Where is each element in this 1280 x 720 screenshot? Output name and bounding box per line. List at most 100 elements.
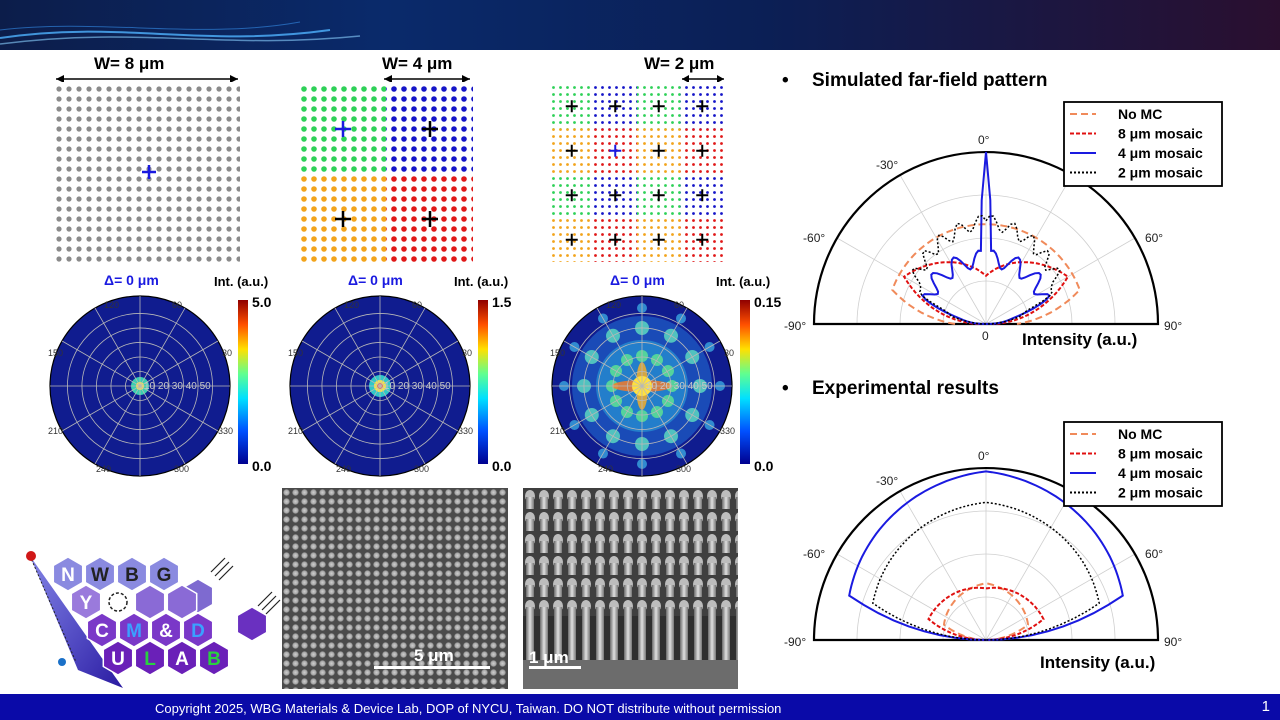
colorbar-min-label: 0.0	[754, 458, 774, 474]
curve-8um	[902, 261, 1070, 325]
logo-letter: U	[111, 649, 125, 670]
legend-entry: 4 μm mosaic	[1118, 465, 1203, 481]
intensity-axis-label: Intensity (a.u.)	[1040, 653, 1155, 672]
farfield-polar-graphic: 0°-30°30°-60°60°-90°90°Intensity (a.u.)N…	[784, 421, 1223, 672]
center-cross-mark	[696, 189, 709, 202]
curve-4um	[848, 470, 1124, 641]
logo-letter: D	[191, 621, 205, 642]
curve-2um	[871, 501, 1101, 641]
polar-map-graphic: 10 20 30 40 50 120 60 150 30 210 330 240 300	[550, 295, 750, 477]
angle-tick-label: 330	[720, 426, 735, 436]
logo-letter: M	[126, 621, 142, 642]
center-cross-mark	[652, 233, 665, 246]
pattern-w8	[54, 84, 240, 262]
legend-entry: 4 μm mosaic	[1118, 145, 1203, 161]
simulated-farfield-plot: •Simulated far-field pattern0°-30°30°-60…	[770, 70, 1270, 370]
polar-map-2: Δ= 0 μm Int. (a.u.) 10 20 30 40 50 120 60 150…	[286, 272, 526, 482]
w4-dimension: W= 4 μm	[380, 54, 475, 82]
center-cross-mark	[652, 144, 665, 157]
radial-zero-label: 0	[982, 329, 989, 343]
angle-tick-label: 150	[550, 348, 565, 358]
logo-hexagon	[150, 612, 182, 648]
angle-label: 0°	[978, 133, 990, 147]
delta-label: Δ= 0 μm	[610, 272, 665, 288]
logo-hexagon	[166, 640, 198, 676]
angle-label: 90°	[1164, 635, 1182, 649]
copyright-text: Copyright 2025, WBG Materials & Device L…	[155, 701, 782, 716]
angle-tick-label: 30	[222, 348, 232, 358]
pattern-w8-dots	[54, 84, 240, 262]
logo-letter: W	[91, 565, 109, 586]
angle-tick-label: 300	[414, 464, 429, 474]
intensity-axis-label: Intensity (a.u.)	[1022, 330, 1137, 349]
experimental-title: Experimental results	[812, 378, 999, 399]
bullet-icon: •	[782, 70, 789, 91]
logo-letter: N	[61, 565, 75, 586]
int-label: Int. (a.u.)	[454, 274, 509, 289]
colorbar-min-label: 0.0	[492, 458, 512, 474]
curve-8um	[927, 586, 1045, 641]
w2-dimension: W= 2 μm	[644, 54, 728, 82]
colorbar-min-label: 0.0	[252, 458, 272, 474]
center-cross-mark	[609, 233, 622, 246]
angle-tick-label: 300	[174, 464, 189, 474]
logo-hexagon	[182, 612, 214, 648]
colorbar-max-label: 5.0	[252, 294, 272, 310]
logo-hexagon	[102, 584, 134, 620]
polar-map-3: Δ= 0 μm Int. (a.u.) 10 20 30 40 50 120 60 150…	[548, 272, 788, 482]
radius-tick-labels: 10 20 30 40 50	[384, 381, 451, 392]
w8-label: W= 8 μm	[94, 54, 165, 73]
delta-label: Δ= 0 μm	[104, 272, 159, 288]
angle-tick-label: 120	[606, 300, 621, 310]
angle-tick-label: 30	[462, 348, 472, 358]
angle-label: -30°	[876, 474, 898, 488]
center-cross-mark	[696, 233, 709, 246]
center-cross-mark	[696, 100, 709, 113]
angle-tick-label: 210	[550, 426, 565, 436]
pattern-w4-dots	[299, 84, 473, 262]
curve-4um	[921, 151, 1051, 325]
angle-label: -90°	[784, 635, 806, 649]
angle-tick-label: 60	[412, 300, 422, 310]
angle-tick-label: 330	[218, 426, 233, 436]
page-number: 1	[1261, 698, 1270, 715]
pattern-w2-dots	[550, 84, 724, 262]
pattern-w4	[299, 84, 473, 262]
lab-logo-graphic: N W B GYC M & DU L A B	[26, 551, 281, 688]
center-cross-mark	[652, 100, 665, 113]
angle-tick-label: 120	[344, 300, 359, 310]
logo-hexagon	[52, 556, 84, 592]
legend-entry: 8 μm mosaic	[1118, 446, 1203, 462]
sem-tilted-texture	[523, 488, 738, 689]
logo-hexagon	[134, 640, 166, 676]
center-cross-mark	[565, 233, 578, 246]
w4-dimension-arrow	[384, 75, 470, 82]
angle-label: -90°	[784, 319, 806, 333]
int-label: Int. (a.u.)	[716, 274, 771, 289]
angle-tick-label: 120	[104, 300, 119, 310]
angle-tick-label: 240	[96, 464, 111, 474]
radius-tick-labels: 10 20 30 40 50	[646, 381, 713, 392]
angle-tick-label: 330	[458, 426, 473, 436]
polar-map-1: Δ= 0 μm Int. (a.u.) 10 20 30 40 50 120 60 150…	[46, 272, 286, 482]
logo-letter: C	[95, 621, 109, 642]
curve-2um	[911, 215, 1061, 325]
banner-wave-graphic	[0, 21, 361, 45]
angle-label: 60°	[1145, 547, 1163, 561]
bullet-icon: •	[782, 378, 789, 399]
logo-hexagon	[134, 584, 166, 620]
angle-tick-label: 150	[48, 348, 63, 358]
angle-tick-label: 300	[676, 464, 691, 474]
polar-map-graphic: 10 20 30 40 50 120 60 150 30 210 330 240 300	[48, 295, 248, 477]
center-cross-mark	[652, 189, 665, 202]
curve-no-mc	[891, 223, 1081, 325]
center-cross-mark	[696, 144, 709, 157]
logo-letter: G	[157, 565, 172, 586]
delta-label: Δ= 0 μm	[348, 272, 403, 288]
experimental-farfield-plot: •Experimental results0°-30°30°-60°60°-90…	[770, 378, 1270, 678]
center-cross-mark	[565, 144, 578, 157]
legend-entry: 2 μm mosaic	[1118, 485, 1203, 501]
sem-top-view-texture	[282, 488, 508, 689]
w2-dimension-arrow	[682, 75, 724, 82]
